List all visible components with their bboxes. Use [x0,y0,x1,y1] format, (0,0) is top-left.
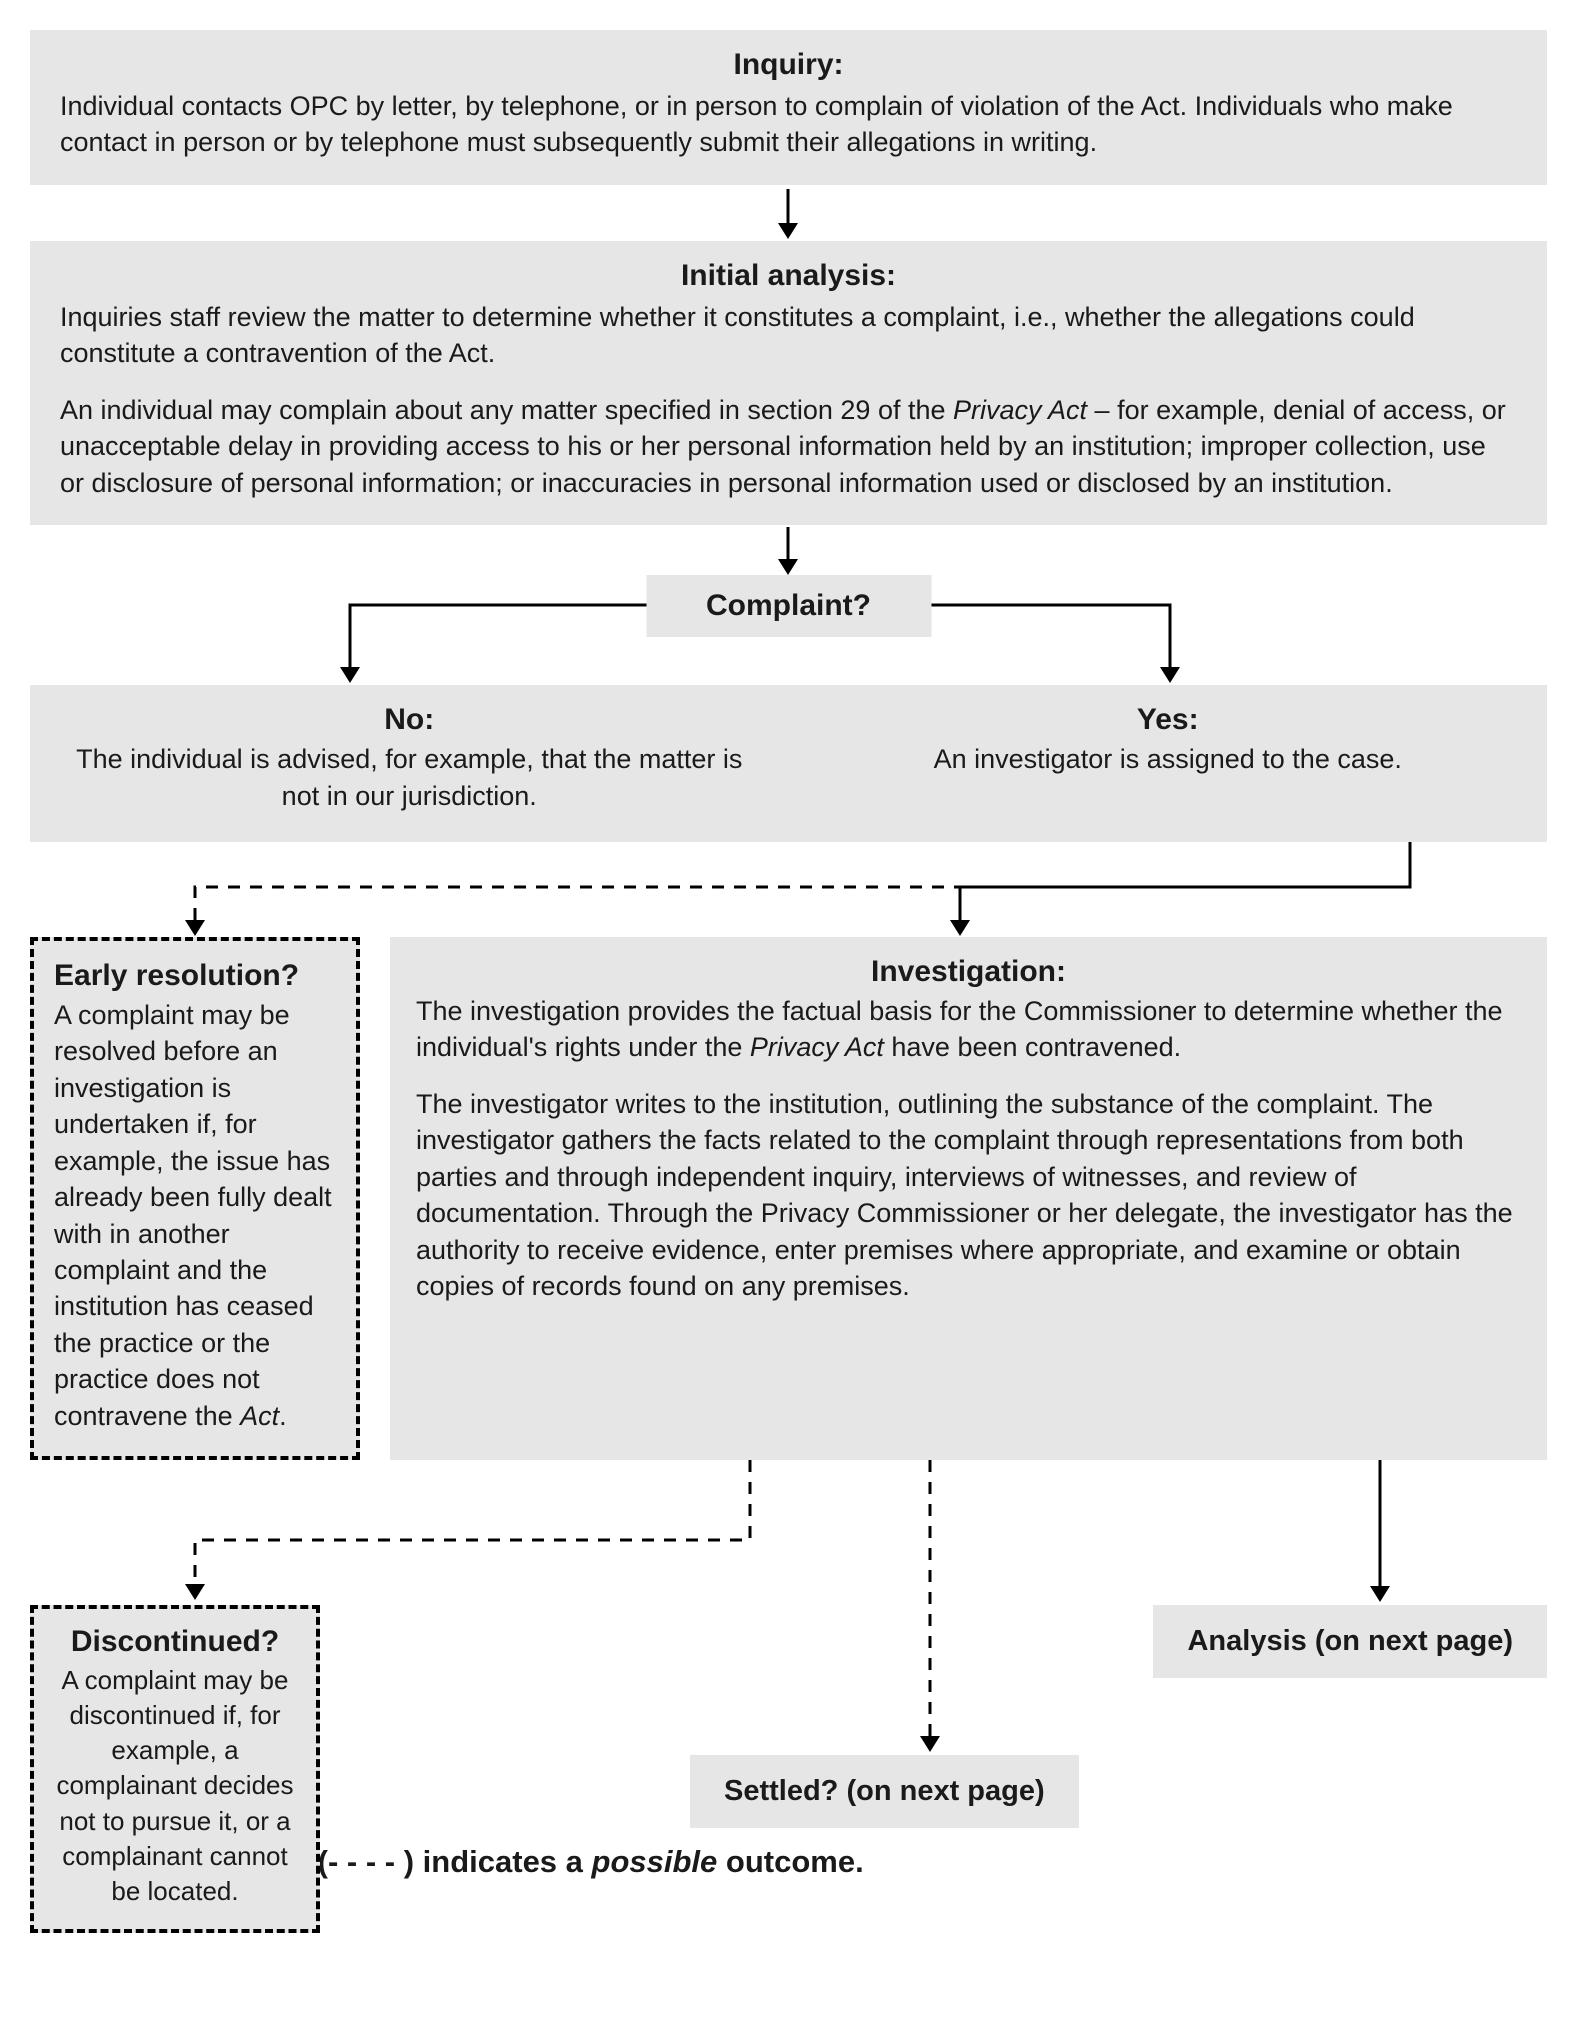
initial-title: Initial analysis: [60,259,1517,293]
analysis-box: Analysis (on next page) [1153,1605,1547,1678]
investigation-p2: The investigator writes to the instituti… [416,1086,1521,1305]
no-body: The individual is advised, for example, … [60,741,759,814]
investigation-p1: The investigation provides the factual b… [416,993,1521,1066]
early-title: Early resolution? [54,959,336,993]
complaint-decision: Complaint? [30,575,1547,685]
discontinued-body: A complaint may be discontinued if, for … [52,1663,298,1909]
discontinued-wrap: Discontinued? A complaint may be discont… [30,1605,320,1933]
discontinued-title: Discontinued? [52,1625,298,1659]
yes-body: An investigator is assigned to the case. [819,741,1518,777]
inquiry-box: Inquiry: Individual contacts OPC by lett… [30,30,1547,185]
settled-wrap: Settled? (on next page) [690,1755,1079,1828]
arrow-initial-to-complaint [30,525,1547,575]
no-yes-row: No: The individual is advised, for examp… [30,685,1547,842]
yes-title: Yes: [819,703,1518,737]
no-box: No: The individual is advised, for examp… [30,685,789,842]
early-resolution-box: Early resolution? A complaint may be res… [30,937,360,1460]
discontinued-box: Discontinued? A complaint may be discont… [30,1605,320,1933]
yes-box: Yes: An investigator is assigned to the … [789,685,1548,842]
complaint-label: Complaint? [646,575,931,637]
connectors-after-yes [30,842,1547,937]
inquiry-body: Individual contacts OPC by letter, by te… [60,88,1517,161]
analysis-box-wrap: Analysis (on next page) [1153,1605,1547,1678]
initial-analysis-box: Initial analysis: Inquiries staff review… [30,241,1547,525]
early-investigation-row: Early resolution? A complaint may be res… [30,937,1547,1460]
initial-body: Inquiries staff review the matter to det… [60,299,1517,501]
connectors-lower: Analysis (on next page) Discontinued? A … [30,1460,1547,1820]
initial-p2: An individual may complain about any mat… [60,392,1517,501]
no-title: No: [60,703,759,737]
arrow-inquiry-to-initial [30,185,1547,241]
investigation-body: The investigation provides the factual b… [416,993,1521,1305]
settled-box: Settled? (on next page) [690,1755,1079,1828]
inquiry-title: Inquiry: [60,48,1517,82]
investigation-title: Investigation: [416,955,1521,989]
early-body: A complaint may be resolved before an in… [54,997,336,1434]
initial-p1: Inquiries staff review the matter to det… [60,299,1517,372]
investigation-box: Investigation: The investigation provide… [390,937,1547,1460]
